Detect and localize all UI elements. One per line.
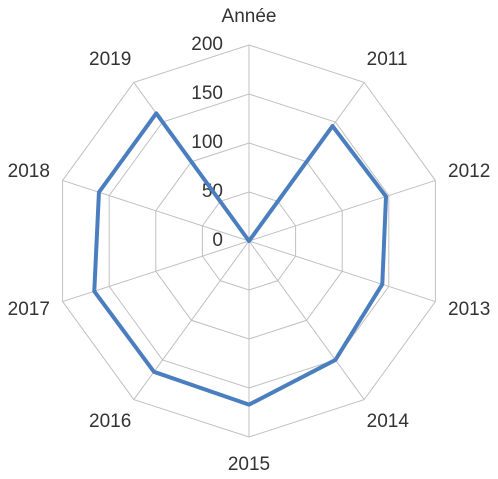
category-label: 2014	[367, 411, 410, 432]
category-label: 2015	[228, 454, 270, 475]
category-label: 2013	[448, 299, 490, 320]
spoke	[133, 240, 250, 400]
r-tick-label: 150	[191, 83, 223, 104]
series-line	[92, 111, 389, 407]
spoke	[248, 240, 436, 303]
category-label: 2016	[89, 411, 131, 432]
category-label: 2012	[448, 161, 490, 182]
r-tick-label: 0	[212, 230, 223, 251]
r-tick-label: 200	[191, 34, 223, 55]
spoke	[248, 179, 436, 242]
category-label: 2011	[367, 49, 408, 70]
category-label: 2019	[89, 49, 131, 70]
spoke	[62, 179, 250, 242]
category-label: 2018	[8, 161, 50, 182]
category-label: 2017	[8, 299, 50, 320]
category-label: Année	[222, 6, 277, 27]
spoke	[248, 240, 365, 400]
r-tick-label: 100	[191, 132, 223, 153]
